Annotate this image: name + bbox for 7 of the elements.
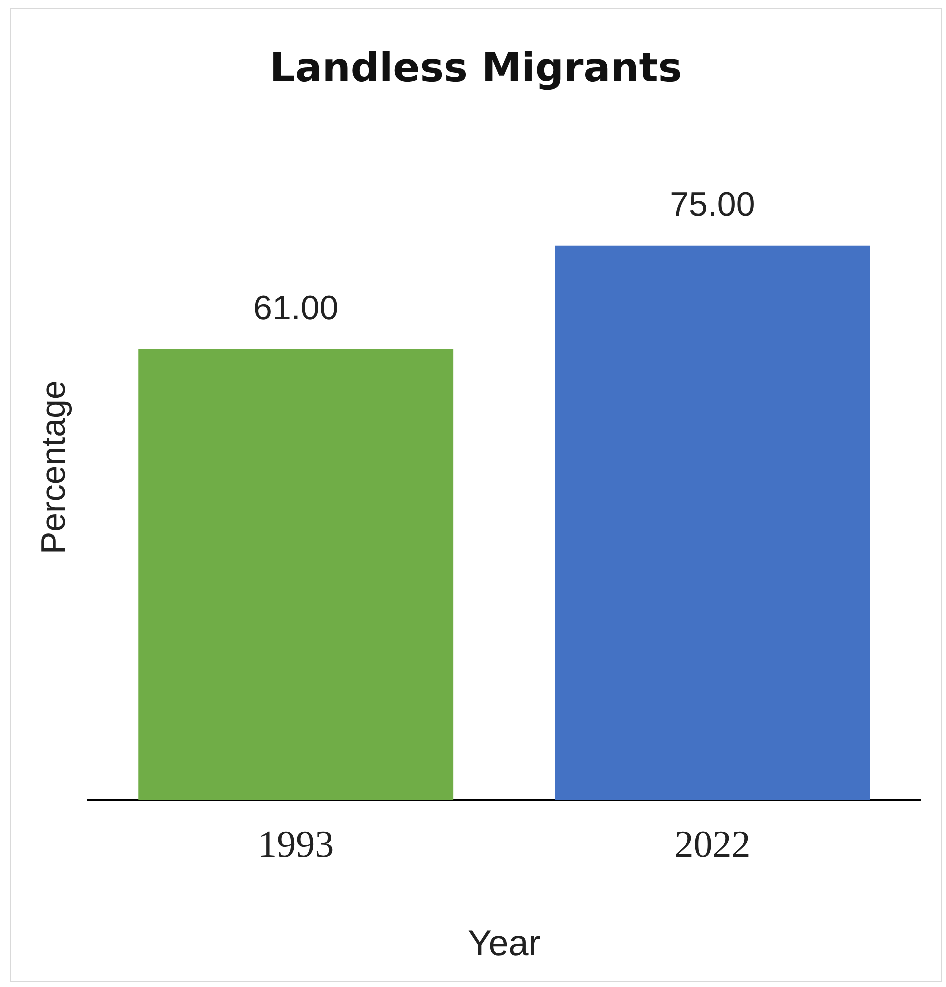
- data-label: 61.00: [254, 290, 339, 328]
- x-axis-title: Year: [468, 922, 541, 964]
- data-label: 75.00: [670, 186, 756, 224]
- chart-title: Landless Migrants: [270, 45, 682, 92]
- x-tick-label: 1993: [258, 824, 334, 866]
- y-axis-title: Percentage: [34, 380, 73, 555]
- x-tick-label: 2022: [674, 824, 751, 866]
